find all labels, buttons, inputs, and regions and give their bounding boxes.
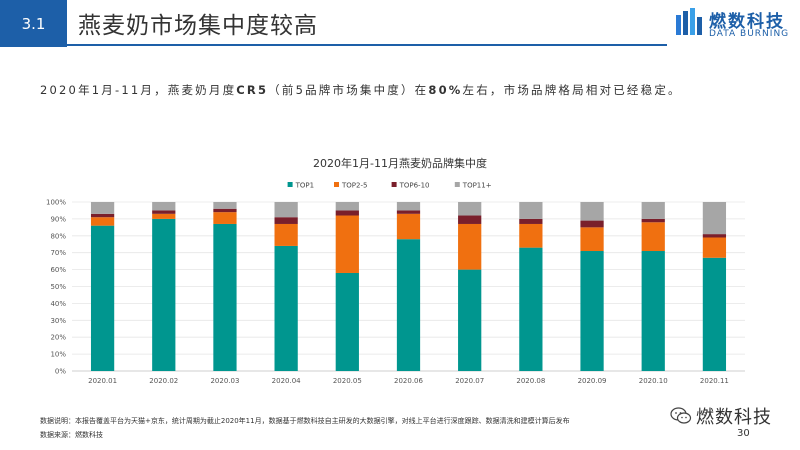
bar-top11+-2020.09 [580,202,604,221]
bar-top2-5-2020.04 [274,223,298,246]
x-tick-label: 2020.07 [455,377,484,385]
bar-top6-10-2020.11 [702,234,727,238]
bar-top6-10-2020.10 [641,218,665,223]
bar-top11+-2020.10 [641,202,665,219]
bar-top2-5-2020.06 [396,213,421,240]
page-number: 30 [737,428,750,439]
bar-top2-5-2020.08 [519,223,543,248]
bar-top1-2020.11 [702,257,727,371]
section-number: 3.1 [0,0,67,47]
y-tick-label: 100% [46,199,66,207]
bar-top1-2020.07 [458,269,482,371]
bar-top1-2020.09 [580,251,604,371]
bar-top1-2020.03 [213,223,237,371]
summary-percent: 80% [428,83,463,97]
bar-top2-5-2020.03 [213,212,237,224]
bar-top1-2020.01 [90,225,115,371]
legend-swatch-top6-10 [391,182,397,187]
bar-top2-5-2020.07 [458,223,482,270]
brand-name-en: DATA BURNING [709,29,790,39]
bar-top11+-2020.04 [274,202,298,218]
bar-top1-2020.06 [396,239,421,371]
bar-top6-10-2020.06 [396,210,421,214]
bar-top11+-2020.01 [90,202,115,214]
brand-logo-icon [676,8,702,35]
y-tick-label: 90% [50,215,66,223]
bar-top2-5-2020.02 [152,213,176,219]
bar-top2-5-2020.09 [580,227,604,252]
bar-top11+-2020.06 [396,202,421,211]
bar-top6-10-2020.02 [152,210,176,214]
chart-title: 2020年1月-11月燕麦奶品牌集中度 [313,156,487,170]
summary-text: 2020年1月-11月，燕麦奶月度CR5（前5品牌市场集中度）在80%左右，市场… [40,82,682,98]
x-tick-label: 2020.04 [272,377,301,385]
bar-top1-2020.08 [519,247,543,371]
x-tick-label: 2020.03 [210,377,239,385]
y-tick-label: 60% [50,266,66,274]
legend-label-top1: TOP1 [295,182,314,190]
data-note: 数据说明：本报告覆盖平台为天猫+京东，统计周期为截止2020年11月，数据基于燃… [40,417,570,425]
bar-top6-10-2020.05 [335,210,359,216]
legend-swatch-top11+ [454,182,460,187]
y-tick-label: 70% [50,249,66,257]
bar-top6-10-2020.01 [90,213,115,218]
brand-name-cn: 燃数科技 [709,12,785,32]
bar-top11+-2020.03 [213,202,237,209]
y-tick-label: 40% [50,300,66,308]
bar-top1-2020.05 [335,272,359,371]
legend-label-top11+: TOP11+ [462,182,492,190]
y-tick-label: 10% [50,351,66,359]
summary-part-1: 2020年1月-11月，燕麦奶月度 [40,83,237,97]
data-source: 数据来源：燃数科技 [40,431,103,439]
bar-top11+-2020.11 [702,202,727,235]
bar-top2-5-2020.11 [702,237,727,258]
bar-top6-10-2020.03 [213,208,237,213]
wechat-account-name: 燃数科技 [696,407,772,428]
legend-swatch-top1 [287,182,293,187]
legend-label-top2-5: TOP2-5 [341,182,367,190]
x-tick-label: 2020.05 [333,377,362,385]
y-tick-label: 30% [50,317,66,325]
summary-part-3: 左右，市场品牌格局相对已经稳定。 [462,83,682,97]
y-tick-label: 80% [50,232,66,240]
bar-top6-10-2020.07 [458,215,482,224]
x-tick-label: 2020.09 [578,377,607,385]
bar-top1-2020.02 [152,218,176,371]
summary-part-2: （前5品牌市场集中度）在 [268,83,429,97]
header-bar: 3.1 燕麦奶市场集中度较高 燃数科技 DATA BURNING [0,0,800,47]
summary-cr5: CR5 [236,83,269,97]
x-tick-label: 2020.02 [149,377,178,385]
wechat-icon [670,407,692,424]
bar-top11+-2020.02 [152,202,176,211]
bar-top11+-2020.07 [458,202,482,216]
y-tick-label: 20% [50,334,66,342]
bar-top2-5-2020.05 [335,215,359,273]
bar-top11+-2020.05 [335,202,359,211]
wechat-watermark: 燃数科技 [670,403,790,429]
x-tick-label: 2020.01 [88,377,117,385]
bar-top11+-2020.08 [519,202,543,219]
y-tick-label: 50% [50,283,66,291]
bar-top2-5-2020.01 [90,217,115,226]
header-divider [67,44,667,46]
bar-top2-5-2020.10 [641,222,665,252]
x-tick-label: 2020.06 [394,377,423,385]
brand-logo: 燃数科技 DATA BURNING [675,5,800,45]
bar-top6-10-2020.04 [274,217,298,224]
bar-top1-2020.04 [274,245,298,371]
bar-top1-2020.10 [641,251,665,371]
page-title: 燕麦奶市场集中度较高 [78,13,318,39]
legend-label-top6-10: TOP6-10 [399,182,430,190]
brand-concentration-chart: 2020年1月-11月燕麦奶品牌集中度 TOP1 TOP2-5 TOP6-10 TOP1… [46,156,745,385]
x-tick-label: 2020.08 [516,377,545,385]
y-tick-label: 0% [55,368,66,376]
legend-swatch-top2-5 [334,182,339,187]
x-tick-label: 2020.10 [639,377,668,385]
bar-top6-10-2020.09 [580,220,604,228]
bar-top6-10-2020.08 [519,218,543,224]
x-tick-label: 2020.11 [700,377,729,385]
